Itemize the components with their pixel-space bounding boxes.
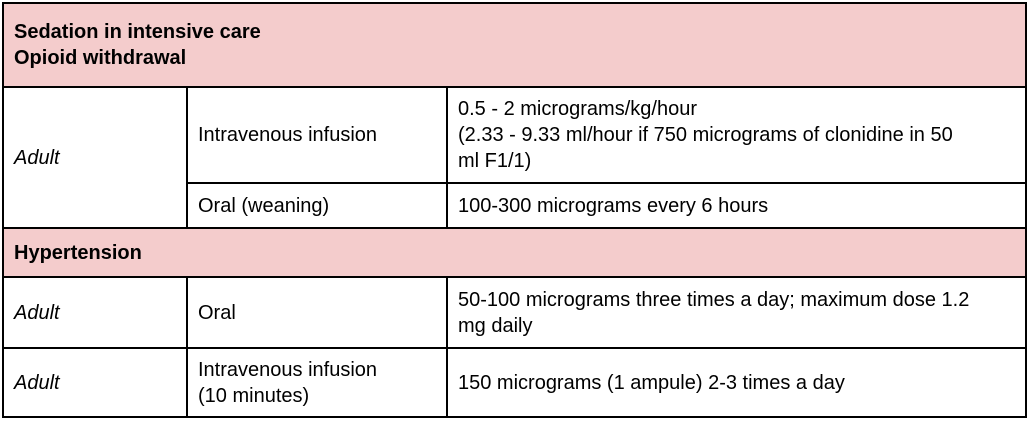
route-cell: Oral [186,276,448,349]
route-cell: Intravenous infusion (10 minutes) [186,347,448,418]
route-line: Intravenous infusion [198,124,378,146]
patient-cell: Adult [2,276,188,349]
dose-text: 100-300 micrograms every 6 hours [458,194,769,217]
route-line: Intravenous infusion [198,358,378,381]
dose-text: 50-100 micrograms three times a day; max… [458,288,970,337]
dose-row-oral-weaning: Oral (weaning) 100-300 micrograms every … [3,182,1028,229]
route-line: (10 minutes) [198,384,310,407]
section-header-row-sedation: Sedation in intensive care Opioid withdr… [1,2,1028,88]
patient-cell: Adult [2,347,188,418]
dose-row-iv-infusion-10min: Adult Intravenous infusion (10 minutes) … [2,347,1028,418]
section-header-cell: Hypertension [1,227,1028,278]
dose-text: 0.5 - 2 micrograms/kg/hour (2.33 - 9.33 … [458,96,974,174]
route-cell: Intravenous infusion [186,86,448,184]
section-title-line: Sedation in intensive care [14,21,261,43]
dose-cell: 150 micrograms (1 ampule) 2-3 times a da… [445,347,1028,418]
dose-row-oral: Adult Oral 50-100 micrograms three times… [2,276,1028,349]
route-line: Oral [198,301,236,324]
section-title-line: Hypertension [14,241,142,264]
dose-row-iv-infusion: Adult Intravenous infusion 0.5 - 2 micro… [2,86,1028,229]
route-cell: Oral (weaning) [186,182,448,229]
dose-line: 0.5 - 2 micrograms/kg/hour [458,98,697,120]
patient-cell: Adult [2,86,188,229]
dosing-table: Sedation in intensive care Opioid withdr… [1,2,1028,418]
dose-cell: 100-300 micrograms every 6 hours [445,182,1028,229]
route-line: Oral (weaning) [198,194,330,217]
dose-line: (2.33 - 9.33 ml/hour if 750 micrograms o… [458,124,953,172]
section-title-line: Opioid withdrawal [14,47,187,69]
dose-cell: 50-100 micrograms three times a day; max… [445,276,1028,349]
section-header-row-hypertension: Hypertension [1,227,1028,278]
section-header-cell: Sedation in intensive care Opioid withdr… [1,2,1028,88]
dose-text: 150 micrograms (1 ampule) 2-3 times a da… [458,371,845,394]
dose-cell: 0.5 - 2 micrograms/kg/hour (2.33 - 9.33 … [445,86,1028,184]
